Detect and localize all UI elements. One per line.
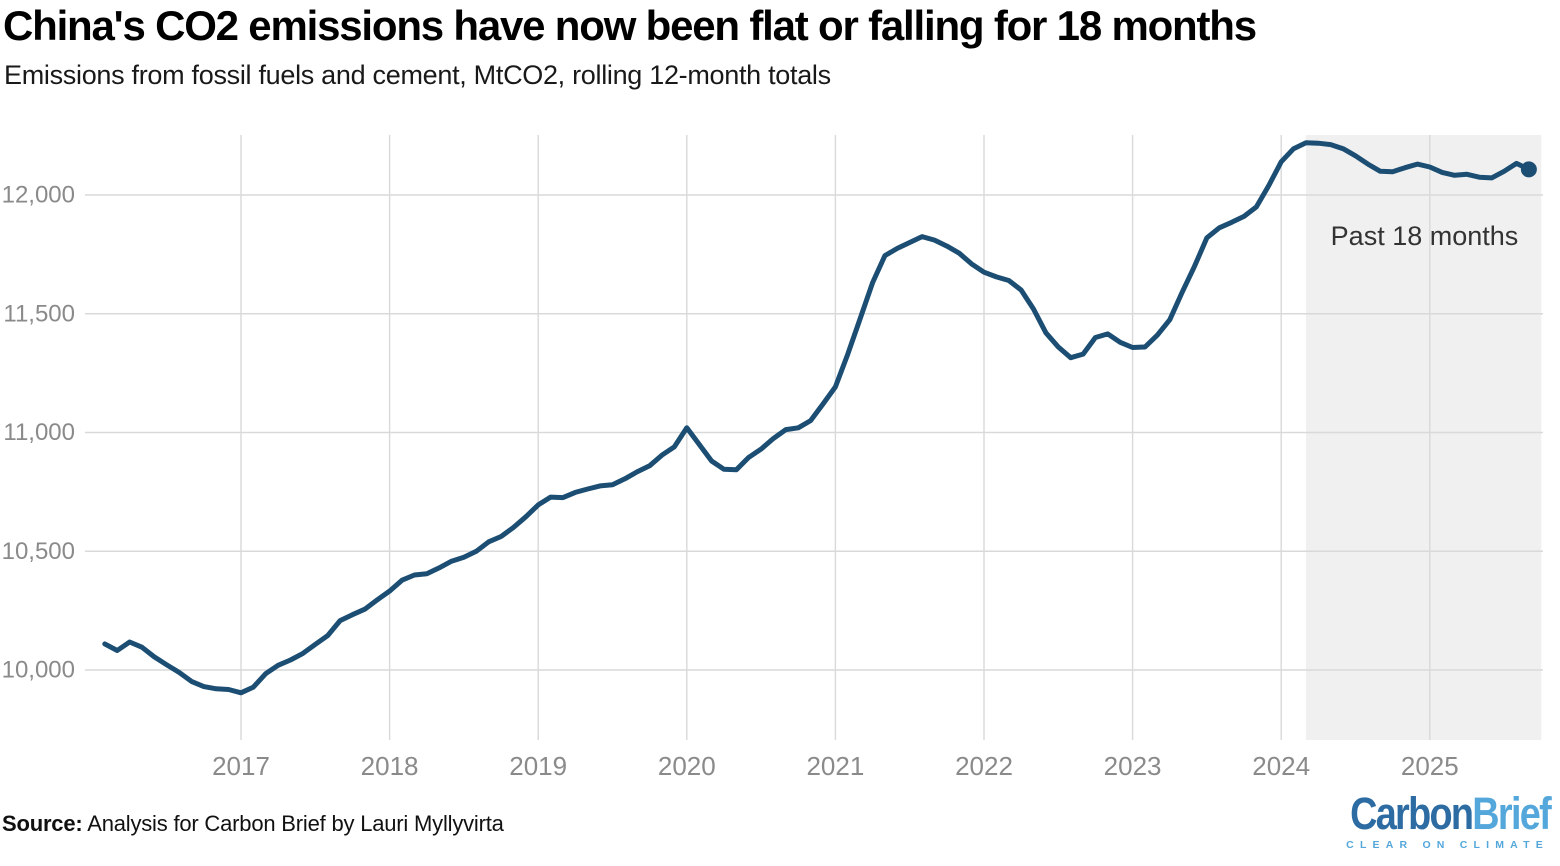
emissions-line — [102, 140, 1532, 696]
y-tick-label-10500: 10,500 — [2, 538, 75, 565]
y-tick-label-10000: 10,000 — [2, 657, 75, 684]
page-title: China's CO2 emissions have now been flat… — [3, 2, 1257, 49]
x-tick-label-2018: 2018 — [361, 751, 419, 781]
logo-brief-text: Brief — [1472, 788, 1551, 839]
past-18-months-shade — [1305, 135, 1542, 740]
y-tick-label-12000: 12,000 — [2, 182, 75, 209]
y-tick-label-11500: 11,500 — [3, 300, 75, 327]
x-tick-label-2022: 2022 — [955, 751, 1013, 781]
x-tick-label-2019: 2019 — [509, 751, 567, 781]
carbonbrief-logo: CarbonBrief CLEAR ON CLIMATE — [1312, 788, 1552, 851]
carbonbrief-logo-wordmark: CarbonBrief — [1350, 788, 1552, 839]
x-tick-label-2024: 2024 — [1252, 751, 1310, 781]
x-tick-label-2017: 2017 — [212, 751, 270, 781]
x-tick-label-2023: 2023 — [1104, 751, 1162, 781]
past-18-months-label: Past 18 months — [1331, 221, 1519, 251]
y-tick-label-11000: 11,000 — [3, 419, 75, 446]
source-label: Source: — [2, 811, 83, 836]
page-subtitle: Emissions from fossil fuels and cement, … — [4, 60, 831, 90]
source-text: Analysis for Carbon Brief by Lauri Mylly… — [87, 811, 504, 836]
logo-carbon-text: Carbon — [1350, 788, 1474, 839]
x-tick-label-2021: 2021 — [806, 751, 864, 781]
logo-tagline: CLEAR ON CLIMATE — [1346, 839, 1549, 851]
x-tick-label-2020: 2020 — [658, 751, 716, 781]
source-line: Source: Analysis for Carbon Brief by Lau… — [2, 811, 504, 837]
x-tick-label-2025: 2025 — [1401, 751, 1459, 781]
latest-point-marker — [1520, 161, 1537, 178]
